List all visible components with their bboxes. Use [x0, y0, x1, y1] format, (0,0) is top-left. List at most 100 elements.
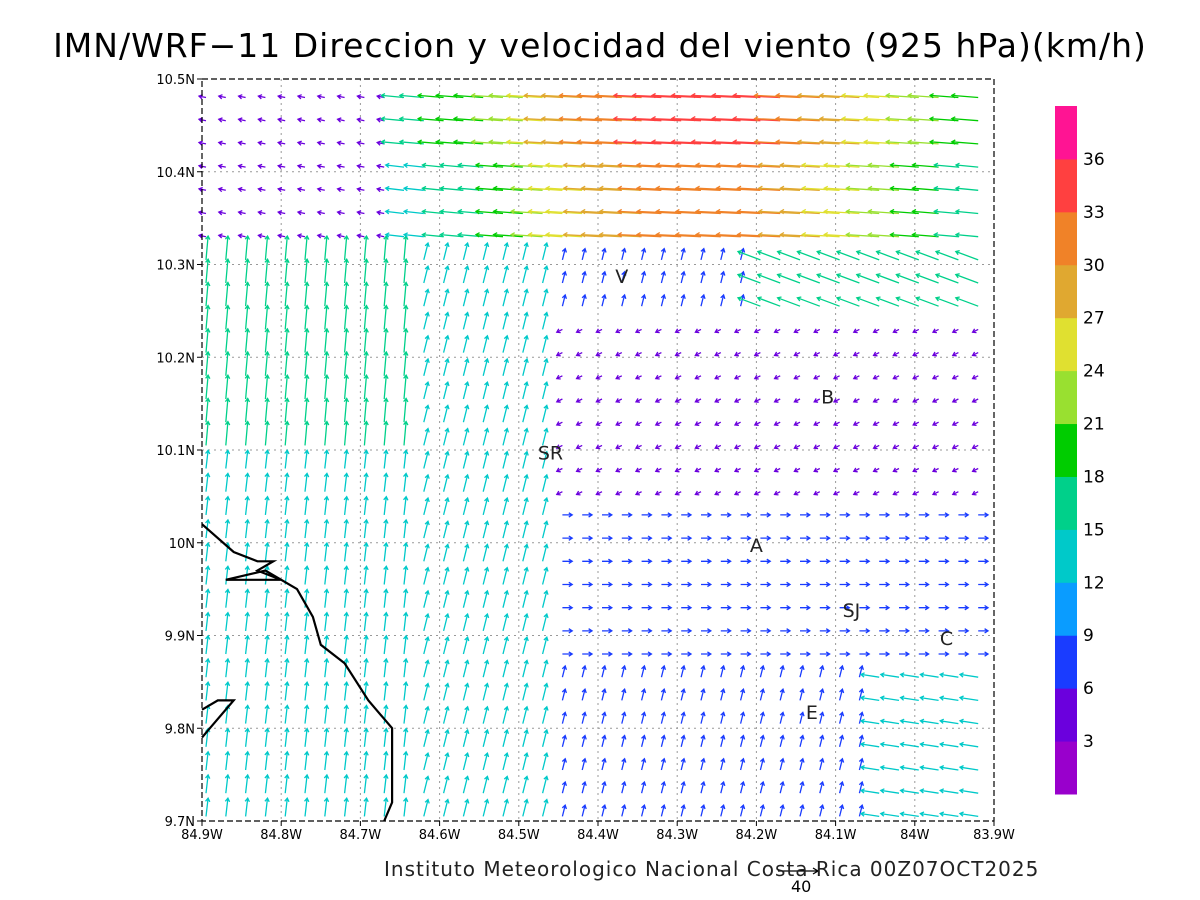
wind-vector: [522, 566, 529, 585]
place-label: E: [806, 702, 818, 724]
wind-vector: [488, 116, 523, 122]
wind-vector: [958, 581, 970, 588]
wind-vector: [462, 705, 470, 724]
wind-vector: [601, 293, 607, 307]
wind-vector: [875, 249, 900, 261]
wind-vector: [244, 773, 250, 794]
wind-vector: [244, 681, 250, 701]
wind-vector: [205, 588, 211, 608]
wind-vector: [383, 373, 389, 400]
wind-vector: [971, 421, 979, 427]
wind-vector: [601, 757, 607, 771]
wind-vector: [852, 467, 860, 473]
colorbar-segment: [1055, 741, 1077, 795]
wind-vector: [733, 351, 741, 357]
wind-vector: [257, 186, 266, 193]
wind-vector: [383, 304, 389, 330]
wind-vector: [488, 139, 523, 145]
wind-vector: [819, 780, 825, 794]
wind-vector: [502, 520, 510, 539]
wind-vector: [205, 681, 211, 701]
wind-vector: [482, 543, 490, 562]
wind-vector: [562, 651, 574, 657]
wind-vector: [813, 374, 821, 380]
wind-vector: [576, 92, 622, 99]
wind-vector: [852, 421, 860, 427]
wind-vector: [660, 780, 667, 794]
wind-vector: [442, 265, 450, 284]
wind-vector: [753, 398, 761, 403]
wind-vector: [383, 518, 389, 539]
wind-vector: [423, 589, 430, 608]
wind-vector: [872, 351, 880, 357]
wind-vector: [733, 328, 741, 334]
wind-vector: [442, 357, 450, 376]
wind-vector: [756, 249, 781, 261]
x-tick-label: 84.1W: [815, 828, 857, 843]
wind-vector: [931, 421, 939, 427]
wind-vector: [711, 116, 761, 122]
wind-vector: [323, 420, 330, 446]
wind-vector: [561, 247, 568, 261]
wind-vector: [819, 804, 825, 817]
wind-vector: [775, 116, 820, 122]
wind-vector: [402, 634, 409, 655]
wind-vector: [701, 512, 713, 518]
wind-vector: [582, 581, 594, 588]
wind-vector: [576, 116, 622, 122]
wind-vector: [641, 512, 653, 518]
wind-vector: [522, 659, 529, 678]
wind-vector: [421, 232, 444, 238]
colorbar-label: 12: [1083, 573, 1105, 593]
wind-vector: [799, 780, 805, 794]
wind-vector: [654, 351, 662, 357]
wind-vector: [615, 374, 623, 380]
place-label: SR: [538, 442, 563, 464]
wind-vector: [793, 444, 801, 450]
wind-vector: [640, 664, 647, 678]
wind-vector: [323, 611, 330, 631]
wind-vector: [912, 374, 920, 380]
wind-vector: [819, 512, 831, 518]
wind-vector: [403, 420, 409, 446]
wind-vector: [323, 750, 330, 771]
wind-vector: [363, 449, 369, 469]
wind-vector: [899, 512, 911, 518]
wind-vector: [264, 518, 270, 539]
wind-vector: [832, 444, 840, 450]
wind-vector: [244, 518, 250, 539]
wind-vector: [650, 116, 702, 122]
wind-vector: [621, 558, 633, 564]
wind-vector: [740, 535, 752, 541]
wind-vector: [541, 705, 549, 724]
wind-vector: [380, 139, 405, 145]
wind-vector: [674, 467, 682, 473]
wind-vector: [879, 672, 900, 678]
wind-vector: [205, 750, 211, 771]
wind-vector: [323, 518, 330, 539]
wind-vector: [714, 328, 722, 334]
wind-vector: [640, 734, 647, 747]
wind-vector: [482, 265, 490, 284]
y-axis-ticks: 9.7N 9.8N 9.9N 10N 10.1N 10.2N 10.3N 10.4N 10.5N: [156, 73, 202, 830]
wind-vector: [304, 350, 310, 376]
wind-vector: [205, 611, 211, 631]
place-label: SJ: [843, 600, 861, 622]
wind-vector: [838, 688, 845, 701]
wind-vector: [872, 421, 880, 427]
wind-vector: [595, 444, 603, 450]
wind-vector: [899, 788, 919, 794]
wind-vector: [304, 704, 310, 724]
wind-vector: [244, 588, 250, 608]
wind-vector: [217, 163, 226, 169]
wind-vector: [816, 249, 840, 261]
wind-vector: [384, 209, 405, 215]
wind-vector: [423, 357, 430, 376]
wind-vector: [978, 535, 990, 541]
wind-vector: [799, 757, 805, 771]
wind-vector: [840, 116, 880, 122]
wind-vector: [859, 788, 880, 794]
wind-vector: [660, 247, 667, 261]
wind-vector: [714, 421, 722, 427]
x-tick-label: 84.2W: [735, 828, 777, 843]
